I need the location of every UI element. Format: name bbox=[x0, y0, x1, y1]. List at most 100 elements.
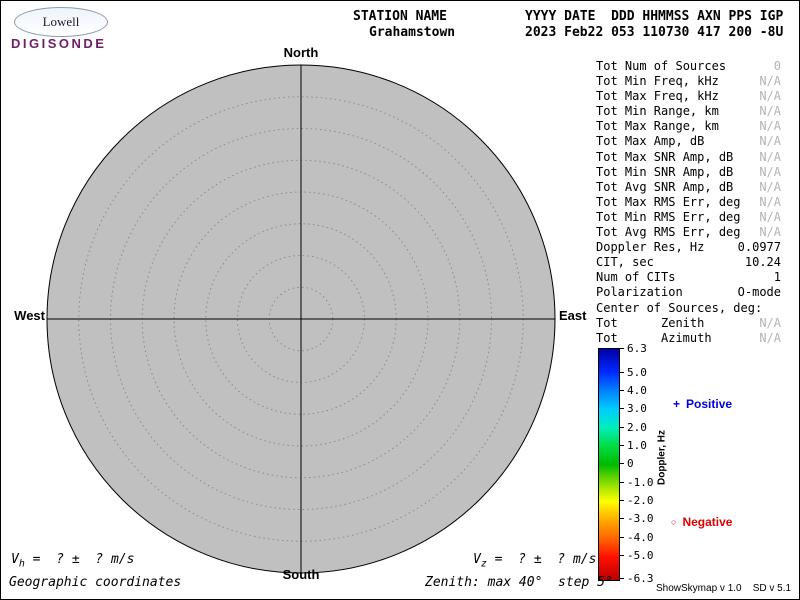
colorbar-tick-mark bbox=[619, 372, 624, 373]
stat-value: N/A bbox=[759, 149, 781, 164]
stat-row: Tot Num of Sources 0 bbox=[596, 59, 781, 74]
stat-row: Tot Max Range, km N/A bbox=[596, 119, 781, 134]
stat-label: Tot Min Range, km bbox=[596, 104, 719, 119]
lowell-logo-text: Lowell bbox=[42, 14, 80, 29]
colorbar-tick-mark bbox=[619, 518, 624, 519]
stat-row: CIT, sec 10.24 bbox=[596, 255, 781, 270]
compass-label-west: West bbox=[14, 308, 45, 323]
stat-label: Tot Min RMS Err, deg bbox=[596, 209, 741, 224]
colorbar-tick-label: 6.3 bbox=[627, 342, 647, 355]
stat-value: N/A bbox=[759, 119, 781, 134]
stat-value: N/A bbox=[759, 89, 781, 104]
stat-value: N/A bbox=[759, 315, 781, 330]
colorbar-tick-label: -1.0 bbox=[627, 476, 654, 489]
header-columns-value: 2023 Feb22 053 110730 417 200 -8U bbox=[525, 25, 784, 40]
stat-label: Tot Max Freq, kHz bbox=[596, 89, 719, 104]
legend-negative: ○ Negative bbox=[671, 515, 732, 529]
doppler-colorbar: 6.3 5.0 4.0 3.0 2.0 1.0 0 -1.0 -2.0 -3.0… bbox=[598, 342, 718, 585]
colorbar-tick-label: 3.0 bbox=[627, 402, 647, 415]
colorbar-tick-label: -6.3 bbox=[627, 572, 654, 585]
stat-row: Tot Avg SNR Amp, dB N/A bbox=[596, 180, 781, 195]
stat-sublabel: Azimuth bbox=[661, 330, 712, 345]
circle-marker-icon: ○ bbox=[671, 517, 677, 527]
compass-label-east: East bbox=[559, 308, 587, 323]
colorbar-gradient bbox=[598, 348, 620, 581]
colorbar-tick-mark bbox=[619, 427, 624, 428]
stat-value: N/A bbox=[759, 134, 781, 149]
stat-row: Polarization O-mode bbox=[596, 285, 781, 300]
colorbar-tick-mark bbox=[619, 555, 624, 556]
stat-value: N/A bbox=[759, 179, 781, 194]
horizontal-velocity-readout: Vh = ? ± ? m/s bbox=[11, 552, 134, 570]
colorbar-tick-label: -2.0 bbox=[627, 494, 654, 507]
stat-label: Tot Max RMS Err, deg bbox=[596, 194, 741, 209]
stat-row: Num of CITs 1 bbox=[596, 270, 781, 285]
colorbar-tick-mark bbox=[619, 537, 624, 538]
colorbar-tick-mark bbox=[619, 348, 624, 349]
stat-row: Tot Zenith N/A bbox=[596, 316, 781, 331]
colorbar-tick-label: 0 bbox=[627, 457, 634, 470]
center-of-sources-header: Center of Sources, deg: bbox=[596, 301, 781, 316]
colorbar-tick-mark bbox=[619, 578, 624, 579]
stat-row: Tot Min SNR Amp, dB N/A bbox=[596, 165, 781, 180]
colorbar-axis-title: Doppler, Hz bbox=[656, 430, 668, 486]
statistics-panel: Tot Num of Sources 0 Tot Min Freq, kHz N/A… bbox=[596, 59, 781, 346]
colorbar-tick-label: 1.0 bbox=[627, 439, 647, 452]
colorbar-tick-label: -5.0 bbox=[627, 549, 654, 562]
vh-symbol: V bbox=[11, 552, 19, 567]
stat-row: Doppler Res, Hz 0.0977 bbox=[596, 240, 781, 255]
stat-label: Num of CITs bbox=[596, 270, 676, 285]
stat-value: N/A bbox=[759, 104, 781, 119]
stat-row: Tot Azimuth N/A bbox=[596, 331, 781, 346]
stat-value: N/A bbox=[759, 74, 781, 89]
legend-positive: + Positive bbox=[673, 397, 732, 411]
stat-row: Tot Max SNR Amp, dB N/A bbox=[596, 150, 781, 165]
lowell-logo: Lowell bbox=[14, 7, 108, 37]
stat-row: Tot Min Freq, kHz N/A bbox=[596, 74, 781, 89]
stat-row: Tot Min Range, km N/A bbox=[596, 104, 781, 119]
colorbar-tick-label: 2.0 bbox=[627, 421, 647, 434]
colorbar-tick-label: 4.0 bbox=[627, 384, 647, 397]
stat-value: O-mode bbox=[737, 285, 781, 300]
zenith-scale-note: Zenith: max 40° step 5° bbox=[425, 575, 613, 590]
stat-sublabel: Zenith bbox=[661, 315, 705, 330]
colorbar-tick-mark bbox=[619, 445, 624, 446]
header-columns-label: YYYY DATE DDD HHMMSS AXN PPS IGP bbox=[525, 9, 784, 24]
colorbar-tick-mark bbox=[619, 463, 624, 464]
legend-positive-label: Positive bbox=[686, 397, 733, 411]
vertical-velocity-readout: Vz = ? ± ? m/s bbox=[473, 552, 596, 570]
station-name-value: Grahamstown bbox=[369, 25, 456, 40]
plus-marker-icon: + bbox=[673, 397, 681, 411]
stat-label: Tot Num of Sources bbox=[596, 59, 727, 73]
stat-label: Tot Avg RMS Err, deg bbox=[596, 225, 741, 240]
coordinates-note: Geographic coordinates bbox=[9, 575, 182, 590]
stat-label: Doppler Res, Hz bbox=[596, 240, 705, 255]
colorbar-tick-mark bbox=[619, 390, 624, 391]
stat-value: 10.24 bbox=[744, 255, 781, 270]
colorbar-tick-label: 5.0 bbox=[627, 366, 647, 379]
stat-label: Tot Max Amp, dB bbox=[596, 134, 705, 149]
stat-value: N/A bbox=[759, 225, 781, 240]
stat-row: Tot Max Freq, kHz N/A bbox=[596, 89, 781, 104]
stat-label: Tot bbox=[596, 315, 618, 330]
stat-row: Tot Min RMS Err, deg N/A bbox=[596, 210, 781, 225]
digisonde-logo-text: DIGISONDE bbox=[11, 36, 107, 51]
legend-negative-label: Negative bbox=[682, 515, 733, 529]
stat-label: Polarization bbox=[596, 285, 683, 300]
station-name-label: STATION NAME bbox=[353, 9, 447, 24]
stat-value: N/A bbox=[759, 209, 781, 224]
colorbar-tick-label: -3.0 bbox=[627, 512, 654, 525]
stat-value: N/A bbox=[759, 194, 781, 209]
colorbar-tick-mark bbox=[619, 482, 624, 483]
colorbar-tick-mark bbox=[619, 408, 624, 409]
compass-label-north: North bbox=[283, 45, 319, 60]
colorbar-tick-mark bbox=[619, 500, 624, 501]
stat-label: Tot Max SNR Amp, dB bbox=[596, 149, 734, 164]
stat-row: Tot Max RMS Err, deg N/A bbox=[596, 195, 781, 210]
stat-value: N/A bbox=[759, 330, 781, 345]
stat-value: N/A bbox=[759, 164, 781, 179]
vh-subscript: h bbox=[18, 558, 25, 570]
stat-label: Tot Max Range, km bbox=[596, 119, 719, 134]
